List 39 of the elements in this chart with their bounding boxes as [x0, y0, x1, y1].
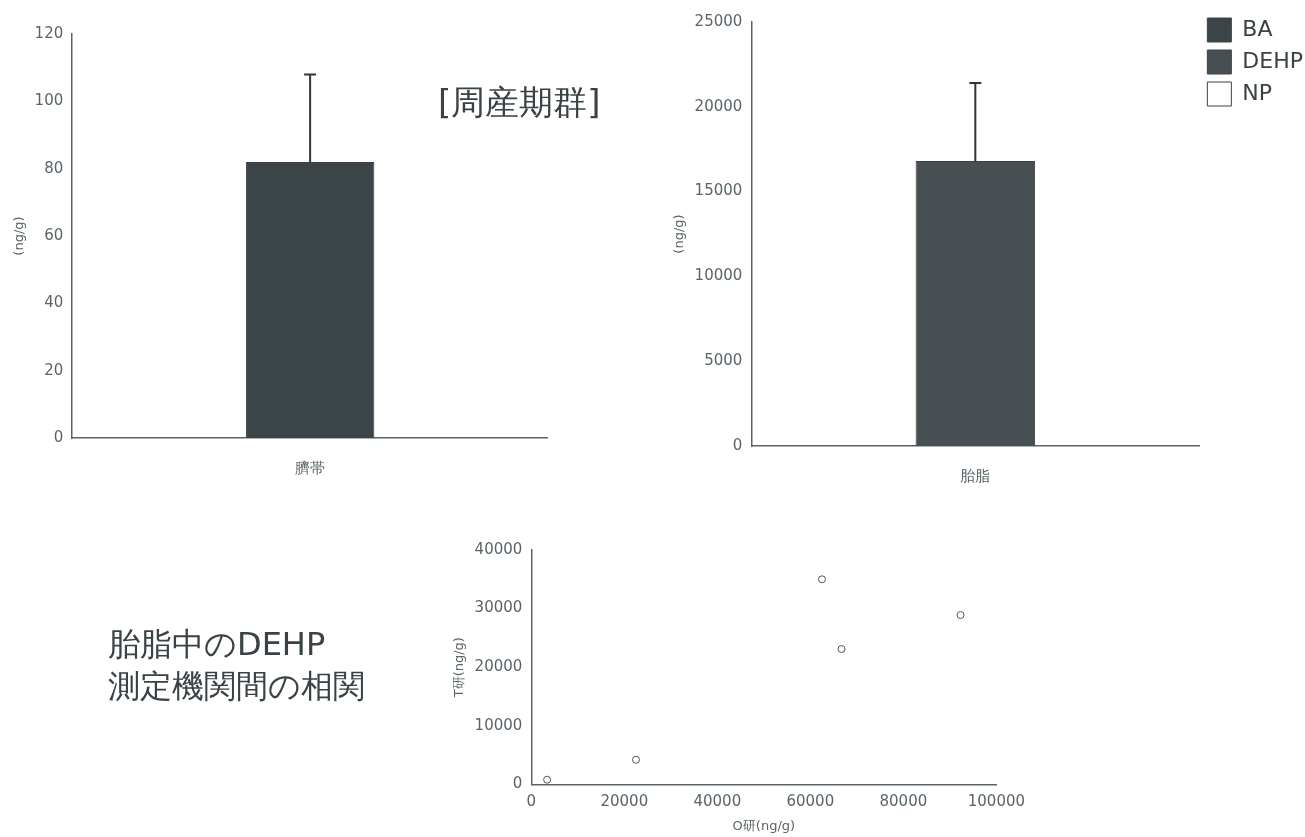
- y-tick-label: 15000: [694, 181, 743, 200]
- point: [817, 575, 826, 584]
- legend-label: BA: [1242, 15, 1273, 41]
- y-tick-label: 5000: [704, 351, 743, 370]
- x-tick-label: 100000: [967, 792, 1025, 811]
- y-axis-title: (ng/g): [671, 214, 687, 254]
- y-tick-label: 40000: [474, 539, 523, 558]
- y-tick-label: 20: [44, 360, 64, 379]
- y-tick-label: 100: [34, 91, 64, 110]
- y-tick-label: 30000: [474, 598, 523, 617]
- x-axis-title: O研(ng/g): [732, 817, 796, 833]
- y-axis-title: T研(ng/g): [451, 637, 467, 699]
- y-tick-label: 0: [732, 435, 743, 454]
- point: [837, 645, 846, 654]
- legend-label: DEHP: [1242, 47, 1304, 73]
- y-tick-label: 120: [34, 23, 64, 42]
- y-axis-title: (ng/g): [11, 216, 27, 256]
- x-tick-label: 0: [526, 792, 537, 811]
- y-tick-label: 40: [44, 293, 64, 312]
- x-tick-label: 臍帯: [295, 458, 326, 477]
- point: [543, 775, 552, 784]
- point: [956, 611, 965, 620]
- y-tick-label: 20000: [694, 96, 743, 115]
- text: 胎脂中のDEHP 測定機関間の相関: [108, 624, 365, 707]
- y-tick-label: 10000: [694, 266, 743, 285]
- y-tick-label: 80: [44, 158, 64, 177]
- y-tick-label: 0: [512, 774, 523, 793]
- y-tick-label: 60: [44, 225, 64, 244]
- point: [631, 755, 640, 764]
- y-tick-label: 10000: [474, 715, 523, 734]
- legend-label: NP: [1242, 79, 1273, 105]
- y-tick-label: 25000: [694, 11, 743, 30]
- y-tick-label: 0: [53, 427, 64, 446]
- x-tick-label: 20000: [600, 792, 649, 811]
- annotation: [周産期群]: [438, 81, 601, 124]
- x-tick-label: 80000: [879, 792, 928, 811]
- x-tick-label: 60000: [786, 792, 835, 811]
- y-tick-label: 20000: [474, 657, 523, 676]
- x-tick-label: 胎脂: [960, 466, 991, 485]
